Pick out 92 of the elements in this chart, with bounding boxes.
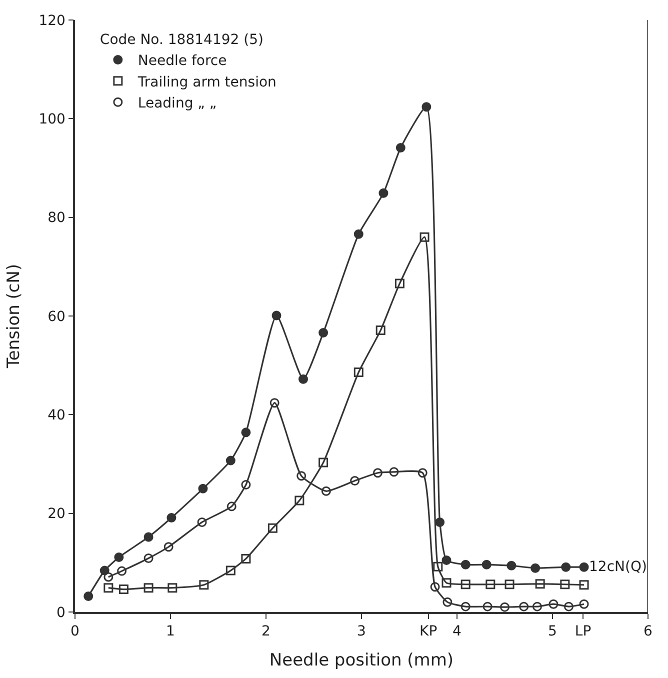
point <box>486 580 496 590</box>
point <box>500 602 510 612</box>
y-tick-label: 100 <box>38 112 66 128</box>
point <box>197 517 207 527</box>
point <box>442 555 452 565</box>
legend-title: Code No. 18814192 (5) <box>100 32 264 48</box>
point <box>376 326 386 336</box>
point <box>241 428 251 438</box>
y-tick-label: 60 <box>48 308 66 325</box>
x-tick-label: 0 <box>70 624 80 640</box>
point <box>460 580 470 590</box>
point <box>482 602 492 612</box>
point <box>460 602 470 612</box>
point <box>350 476 360 486</box>
point <box>318 328 328 338</box>
point <box>117 566 127 576</box>
point <box>535 579 545 589</box>
point <box>506 560 516 570</box>
point <box>272 310 282 320</box>
point <box>378 188 388 198</box>
point <box>270 398 280 408</box>
point <box>298 374 308 384</box>
point <box>394 278 404 288</box>
x-axis-title: Needle position (mm) <box>269 650 454 670</box>
point <box>321 486 331 496</box>
point <box>226 456 236 466</box>
point <box>268 523 278 533</box>
point <box>564 602 574 612</box>
point <box>396 143 406 153</box>
point <box>435 517 445 527</box>
point <box>418 468 428 478</box>
point <box>198 484 208 494</box>
point <box>442 597 452 607</box>
x-tick-label: 3 <box>357 624 366 640</box>
y-tick-label: 80 <box>48 210 66 226</box>
point <box>442 578 452 588</box>
point <box>241 480 251 490</box>
x-tick-label: 5 <box>548 624 557 640</box>
point <box>420 232 430 242</box>
x-tick-label: 6 <box>644 624 653 640</box>
point <box>530 563 540 573</box>
point <box>241 554 251 564</box>
point <box>579 562 589 572</box>
point <box>100 566 110 576</box>
y-tick-label: 20 <box>48 506 66 522</box>
point <box>166 513 176 523</box>
point <box>199 580 209 590</box>
x-tick-label: 4 <box>452 624 462 640</box>
point <box>164 542 174 552</box>
point <box>519 602 529 612</box>
point <box>532 602 542 612</box>
point <box>104 572 114 582</box>
x-tick-label: LP <box>574 624 592 640</box>
legend-label: Trailing arm tension <box>136 74 276 90</box>
point <box>114 552 124 562</box>
x-tick-label: KP <box>420 624 438 640</box>
annotation: 12cN(Q) <box>589 559 647 575</box>
point <box>460 560 470 570</box>
point <box>118 584 128 594</box>
x-tick-label: 1 <box>166 624 175 640</box>
point <box>354 367 364 377</box>
point <box>504 580 514 590</box>
y-axis-title: Tension (cN) <box>4 264 24 370</box>
point <box>430 582 440 592</box>
point <box>296 471 306 481</box>
y-tick-label: 40 <box>48 408 66 424</box>
point <box>561 562 571 572</box>
point <box>482 560 492 570</box>
y-tick-label: 0 <box>56 604 66 621</box>
point <box>144 553 154 563</box>
point <box>579 599 589 609</box>
point <box>372 468 382 478</box>
point <box>226 502 236 512</box>
point <box>548 599 558 609</box>
point <box>144 583 154 593</box>
point <box>168 583 178 593</box>
point <box>84 591 94 601</box>
point <box>560 580 570 590</box>
x-tick-label: 2 <box>262 624 270 640</box>
point <box>104 583 114 593</box>
point <box>389 467 399 477</box>
point <box>226 566 236 576</box>
point <box>318 458 328 468</box>
point <box>433 562 443 572</box>
point <box>354 229 364 239</box>
legend-label: Leading „ „ <box>138 96 217 112</box>
y-tick-label: 120 <box>38 12 66 29</box>
point <box>579 580 589 590</box>
point <box>422 102 432 112</box>
point <box>294 496 304 506</box>
point <box>144 532 154 542</box>
legend-label: Needle force <box>138 53 227 70</box>
